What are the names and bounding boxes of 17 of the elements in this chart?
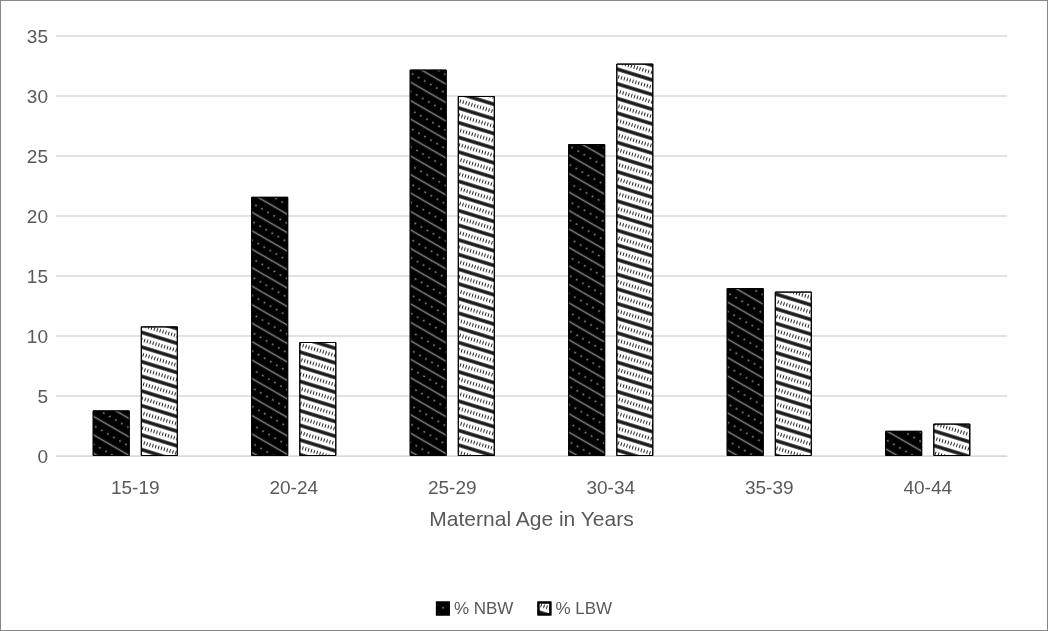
y-tick-label: 10 <box>26 325 48 347</box>
x-tick-label: 30-34 <box>586 477 636 498</box>
x-tick-label: 25-29 <box>427 477 477 498</box>
y-tick-label: 35 <box>26 25 48 47</box>
x-tick-label: 35-39 <box>744 477 794 498</box>
legend-label: % NBW <box>453 599 514 618</box>
y-tick-label: 0 <box>37 445 48 467</box>
x-tick-label: 15-19 <box>110 477 160 498</box>
y-tick-label: 30 <box>26 85 48 107</box>
y-tick-label: 5 <box>37 385 48 407</box>
y-tick-label: 15 <box>26 265 48 287</box>
x-tick-label: 40-44 <box>903 477 953 498</box>
x-tick-label: 20-24 <box>269 477 319 498</box>
legend-label: % LBW <box>555 599 613 618</box>
y-tick-label: 25 <box>26 145 48 167</box>
x-axis-title: Maternal Age in Years <box>429 507 634 530</box>
y-tick-label: 20 <box>26 205 48 227</box>
